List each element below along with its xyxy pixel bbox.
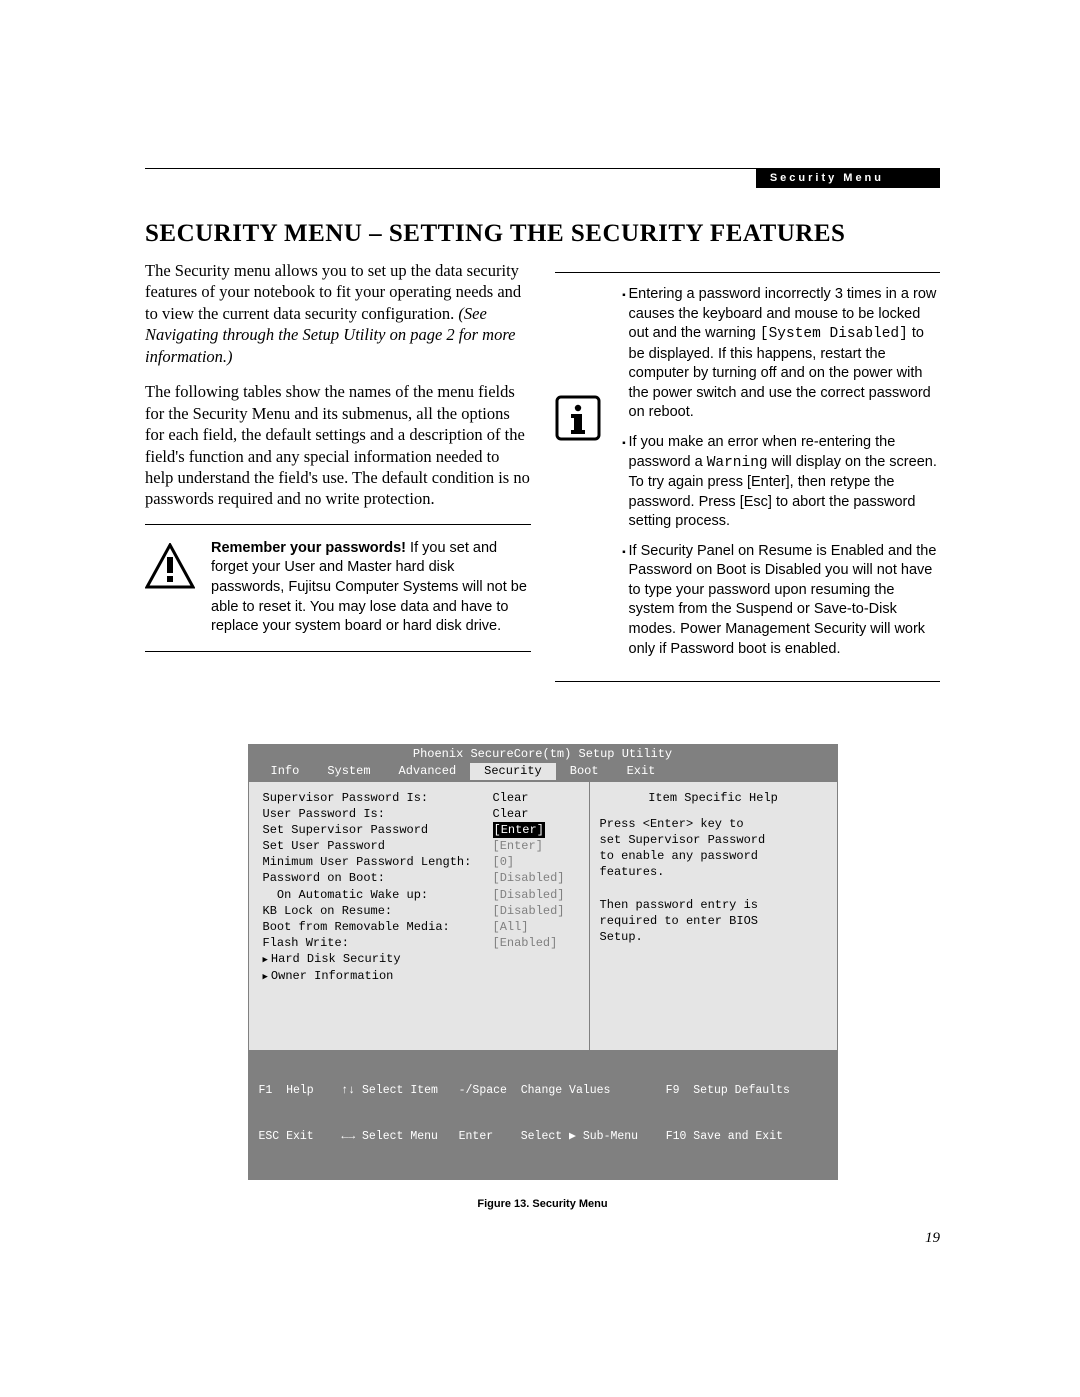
bios-left-panel: Supervisor Password Is:ClearUser Passwor… xyxy=(249,782,590,1050)
bios-tab-exit[interactable]: Exit xyxy=(613,763,670,779)
warning-text: Remember your passwords! If you set and … xyxy=(211,539,531,637)
bios-row-label: Supervisor Password Is: xyxy=(263,790,493,806)
bios-tab-advanced[interactable]: Advanced xyxy=(385,763,471,779)
bios-title: Phoenix SecureCore(tm) Setup Utility xyxy=(249,745,837,763)
bios-body: Supervisor Password Is:ClearUser Passwor… xyxy=(249,782,837,1050)
bios-row[interactable]: Minimum User Password Length:[0] xyxy=(263,854,581,870)
info-callout: Entering a password incorrectly 3 times … xyxy=(555,285,941,669)
figure-caption: Figure 13. Security Menu xyxy=(248,1198,838,1210)
bios-row-value: [Disabled] xyxy=(493,870,565,886)
bios-row-value: [Disabled] xyxy=(493,887,565,903)
callout-rule-bottom xyxy=(145,651,531,652)
bios-footer-line2: ESC Exit ←→ Select Menu Enter Select ▶ S… xyxy=(259,1129,827,1145)
info-bullet-3: If Security Panel on Resume is Enabled a… xyxy=(629,542,941,659)
bios-row[interactable]: On Automatic Wake up:[Disabled] xyxy=(263,887,581,903)
bios-help-panel: Item Specific Help Press <Enter> key to … xyxy=(590,782,837,1050)
bios-row-label: Flash Write: xyxy=(263,935,493,951)
warning-icon xyxy=(145,543,195,589)
bios-row-value: [All] xyxy=(493,919,529,935)
bios-row-value: [0] xyxy=(493,854,515,870)
info-bullet-1: Entering a password incorrectly 3 times … xyxy=(629,285,941,423)
bios-row-label: Minimum User Password Length: xyxy=(263,854,493,870)
bios-tab-bar: InfoSystemAdvancedSecurityBootExit xyxy=(249,763,837,781)
bios-row[interactable]: Boot from Removable Media:[All] xyxy=(263,919,581,935)
bios-row-value: Clear xyxy=(493,806,529,822)
bios-row[interactable]: KB Lock on Resume:[Disabled] xyxy=(263,903,581,919)
info-rule-bottom xyxy=(555,681,941,682)
bios-tab-system[interactable]: System xyxy=(313,763,384,779)
bios-window: Phoenix SecureCore(tm) Setup Utility Inf… xyxy=(248,744,838,1180)
bios-submenu[interactable]: Owner Information xyxy=(263,968,581,984)
b1code: [System Disabled] xyxy=(760,326,908,342)
bios-row-label: Password on Boot: xyxy=(263,870,493,886)
info-list: Entering a password incorrectly 3 times … xyxy=(615,285,941,669)
bios-row-value: [Enter] xyxy=(493,838,543,854)
bios-row-label: User Password Is: xyxy=(263,806,493,822)
bios-row[interactable]: Set Supervisor Password[Enter] xyxy=(263,822,581,838)
right-column: Entering a password incorrectly 3 times … xyxy=(555,260,941,694)
b2code: Warning xyxy=(707,455,768,471)
bios-tab-boot[interactable]: Boot xyxy=(556,763,613,779)
warning-bold: Remember your passwords! xyxy=(211,540,406,556)
bios-row-label: On Automatic Wake up: xyxy=(263,887,493,903)
bios-row-label: Boot from Removable Media: xyxy=(263,919,493,935)
intro-para-1: The Security menu allows you to set up t… xyxy=(145,260,531,367)
bios-tab-security[interactable]: Security xyxy=(470,763,556,779)
bios-row-label: KB Lock on Resume: xyxy=(263,903,493,919)
bios-footer: F1 Help ↑↓ Select Item -/Space Change Va… xyxy=(249,1050,837,1179)
info-rule-top xyxy=(555,272,941,273)
bios-row-value: [Enter] xyxy=(493,822,545,838)
bios-row[interactable]: Password on Boot:[Disabled] xyxy=(263,870,581,886)
two-column-layout: The Security menu allows you to set up t… xyxy=(145,260,940,694)
info-bullet-2: If you make an error when re-entering th… xyxy=(629,433,941,532)
left-column: The Security menu allows you to set up t… xyxy=(145,260,531,694)
callout-rule-top xyxy=(145,524,531,525)
intro-para-2: The following tables show the names of t… xyxy=(145,381,531,510)
bios-figure: Phoenix SecureCore(tm) Setup Utility Inf… xyxy=(248,744,838,1210)
page-number: 19 xyxy=(925,1230,940,1247)
bios-row-label: Set User Password xyxy=(263,838,493,854)
bios-row[interactable]: Supervisor Password Is:Clear xyxy=(263,790,581,806)
bios-row-label: Set Supervisor Password xyxy=(263,822,493,838)
page-title: SECURITY MENU – SETTING THE SECURITY FEA… xyxy=(145,220,940,248)
header-badge: Security Menu xyxy=(756,168,940,188)
bios-row-value: Clear xyxy=(493,790,529,806)
bios-help-title: Item Specific Help xyxy=(600,790,827,806)
bios-row-value: [Disabled] xyxy=(493,903,565,919)
info-icon xyxy=(555,395,601,441)
bios-help-body: Press <Enter> key to set Supervisor Pass… xyxy=(600,816,827,946)
bios-row[interactable]: Flash Write:[Enabled] xyxy=(263,935,581,951)
bios-row[interactable]: Set User Password[Enter] xyxy=(263,838,581,854)
page: Security Menu SECURITY MENU – SETTING TH… xyxy=(0,0,1080,1397)
bios-footer-line1: F1 Help ↑↓ Select Item -/Space Change Va… xyxy=(259,1083,827,1099)
bios-tab-info[interactable]: Info xyxy=(257,763,314,779)
bios-row-value: [Enabled] xyxy=(493,935,558,951)
bios-row[interactable]: User Password Is:Clear xyxy=(263,806,581,822)
bios-submenu[interactable]: Hard Disk Security xyxy=(263,951,581,967)
warning-callout: Remember your passwords! If you set and … xyxy=(145,537,531,639)
